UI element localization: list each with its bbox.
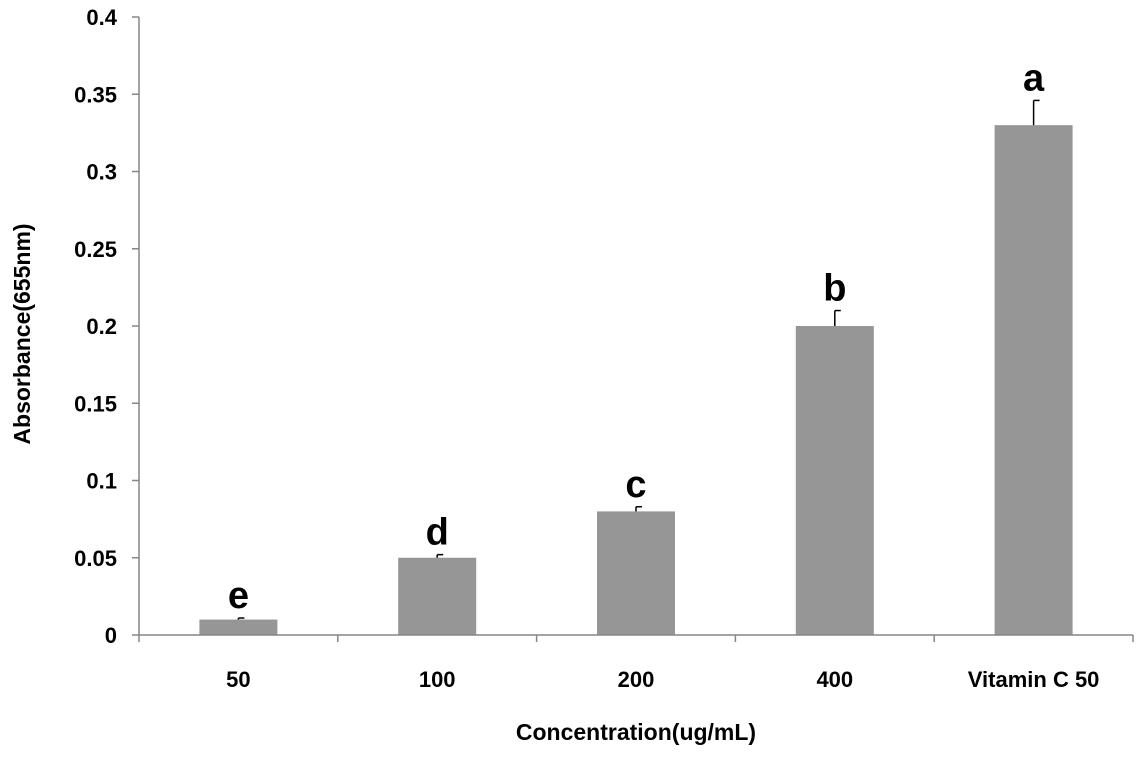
error-bar — [436, 553, 444, 558]
error-bar — [635, 506, 642, 512]
significance-letter: e — [228, 575, 249, 617]
significance-letter: c — [625, 464, 646, 506]
significance-letter: a — [1023, 57, 1045, 99]
x-tick-label: 200 — [618, 667, 655, 692]
bar — [994, 125, 1073, 636]
y-tick-label: 0.3 — [86, 160, 117, 185]
bar — [795, 326, 874, 635]
error-bar — [834, 309, 841, 326]
y-tick-label: 0 — [105, 623, 117, 648]
y-ticks-layer: 0 0.05 0.1 0.15 0.2 0.25 0.3 0.35 0.4 — [74, 5, 139, 648]
y-tick-label: 0.35 — [74, 82, 117, 107]
y-tick-label: 0.15 — [74, 391, 117, 416]
x-tick-label: 100 — [419, 667, 456, 692]
y-tick-label: 0.4 — [86, 5, 117, 30]
bars-layer — [199, 125, 1073, 636]
x-tick-label: 400 — [816, 667, 853, 692]
significance-letter: b — [823, 268, 846, 310]
bar — [199, 619, 278, 635]
y-tick-label: 0.05 — [74, 546, 117, 571]
x-tick-label: Vitamin C 50 — [968, 667, 1100, 692]
significance-letters-layer: e d c b a — [228, 57, 1045, 617]
error-bar — [1032, 99, 1040, 126]
significance-letter: d — [426, 512, 449, 554]
error-bar — [237, 617, 245, 620]
bar — [398, 557, 477, 635]
error-bars-layer — [237, 99, 1040, 620]
y-tick-label: 0.1 — [86, 469, 117, 494]
bar — [597, 511, 675, 635]
x-tick-label: 50 — [226, 667, 250, 692]
x-ticks-layer: 50 100 200 400 Vitamin C 50 — [138, 635, 1134, 692]
x-axis-title: Concentration(ug/mL) — [516, 719, 756, 745]
y-tick-label: 0.2 — [86, 314, 117, 339]
y-tick-label: 0.25 — [74, 237, 117, 262]
y-axis-title: Absorbance(655nm) — [9, 223, 35, 444]
